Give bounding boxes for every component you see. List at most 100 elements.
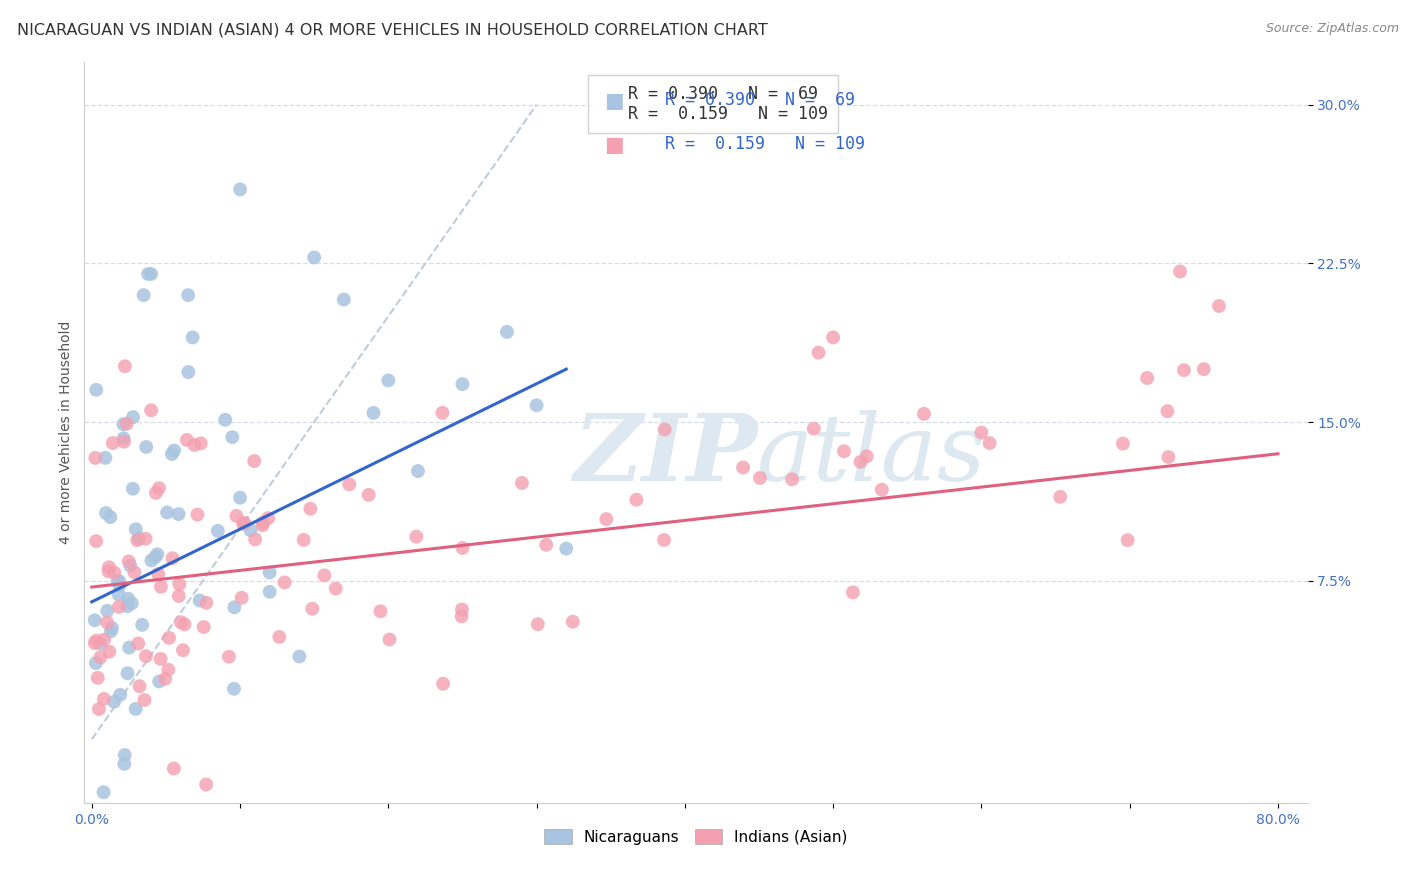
Point [112, 431, 135, 445]
Point [127, 636, 149, 650]
Point [193, 620, 215, 634]
Point [239, 523, 262, 537]
Point [160, 447, 183, 461]
Point [83, 636, 105, 650]
Point [148, 566, 170, 581]
Point [1112, 436, 1135, 450]
Point [224, 600, 246, 615]
Point [89, 637, 111, 651]
Point [357, 488, 380, 502]
Point [252, 518, 274, 533]
Point [94, 450, 117, 465]
Point [218, 649, 240, 664]
Point [107, 588, 129, 602]
Point [84, 656, 107, 670]
Point [96, 615, 118, 630]
Point [405, 530, 427, 544]
Point [84, 383, 107, 397]
Point [87, 671, 110, 685]
Point [117, 666, 139, 681]
Point [139, 267, 162, 281]
Point [143, 549, 166, 564]
Point [225, 508, 247, 523]
Text: atlas: atlas [758, 409, 987, 500]
Point [128, 532, 150, 546]
Text: R = 0.390   N =  69
   R =  0.159   N = 109: R = 0.390 N = 69 R = 0.159 N = 109 [598, 85, 828, 123]
Legend: Nicaraguans, Indians (Asian): Nicaraguans, Indians (Asian) [538, 822, 853, 851]
Point [823, 330, 845, 344]
Point [177, 288, 200, 302]
Point [148, 674, 170, 689]
Point [288, 649, 311, 664]
Point [555, 541, 578, 556]
Point [94, 506, 117, 520]
Point [231, 591, 253, 605]
Point [112, 434, 135, 449]
Point [87, 702, 110, 716]
Point [101, 436, 124, 450]
Point [146, 547, 169, 561]
Point [103, 566, 125, 580]
Point [526, 398, 548, 412]
Point [117, 599, 139, 614]
Text: Source: ZipAtlas.com: Source: ZipAtlas.com [1265, 22, 1399, 36]
Point [145, 486, 167, 500]
Point [114, 359, 136, 374]
Point [124, 702, 146, 716]
Point [207, 524, 229, 538]
Point [526, 617, 548, 632]
Point [181, 330, 204, 344]
Point [534, 538, 557, 552]
Point [86, 633, 108, 648]
Point [406, 464, 429, 478]
Point [832, 444, 855, 458]
Point [97, 560, 120, 574]
Text: ■: ■ [605, 91, 624, 111]
Point [337, 477, 360, 491]
Point [780, 472, 803, 486]
Point [148, 481, 170, 495]
Point [121, 596, 143, 610]
Point [117, 591, 139, 606]
Point [163, 443, 186, 458]
Point [232, 516, 254, 531]
Point [1116, 533, 1139, 548]
Point [979, 436, 1001, 450]
Point [173, 617, 195, 632]
Text: R = 0.390   N =  69: R = 0.390 N = 69 [665, 91, 855, 109]
Point [128, 679, 150, 693]
Point [108, 578, 131, 592]
Point [273, 575, 295, 590]
Point [149, 652, 172, 666]
Point [1049, 490, 1071, 504]
Point [183, 438, 205, 452]
Point [169, 577, 191, 591]
Point [118, 640, 141, 655]
Text: NICARAGUAN VS INDIAN (ASIAN) 4 OR MORE VEHICLES IN HOUSEHOLD CORRELATION CHART: NICARAGUAN VS INDIAN (ASIAN) 4 OR MORE V… [17, 22, 768, 37]
Point [135, 440, 157, 454]
Point [731, 460, 754, 475]
Point [93, 632, 115, 647]
Point [131, 617, 153, 632]
Point [370, 604, 392, 618]
Point [98, 510, 121, 524]
Point [221, 430, 243, 444]
Point [103, 695, 125, 709]
Point [654, 422, 676, 436]
Point [93, 692, 115, 706]
Point [118, 554, 141, 568]
Point [595, 512, 617, 526]
Point [233, 516, 256, 530]
Point [450, 609, 472, 624]
Point [157, 663, 180, 677]
Point [1157, 450, 1180, 464]
Point [292, 533, 315, 547]
Point [842, 585, 865, 599]
Point [626, 492, 648, 507]
Point [163, 762, 186, 776]
Point [124, 565, 146, 579]
Point [153, 672, 176, 686]
Point [84, 534, 107, 549]
Point [125, 522, 148, 536]
Point [136, 267, 159, 281]
